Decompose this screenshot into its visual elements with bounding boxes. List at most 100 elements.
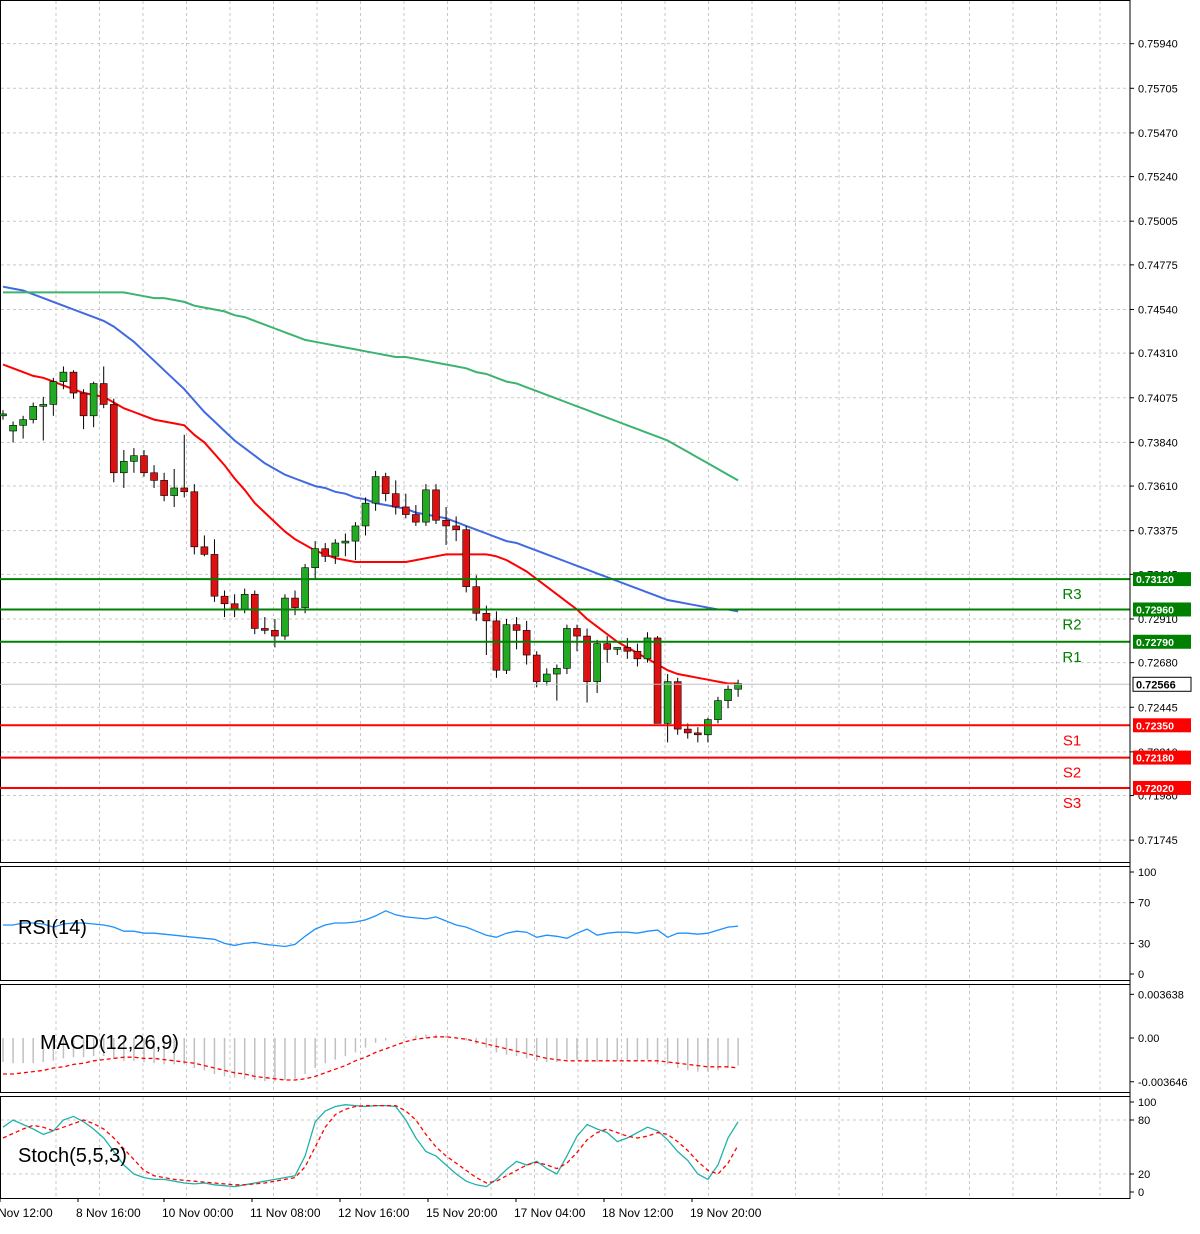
candle-body [381, 476, 390, 494]
y-tick-label: 0.73375 [1138, 526, 1178, 538]
candle-body [281, 597, 289, 637]
candle-body [391, 493, 400, 508]
candle-body [79, 392, 88, 417]
candle-body [271, 630, 279, 637]
candle-body [150, 472, 158, 481]
level-tag-label: 0.72960 [1136, 604, 1174, 616]
candle [422, 484, 430, 526]
ind-tick-label: 0 [1138, 969, 1144, 981]
candle-body [180, 487, 189, 493]
candle [613, 647, 622, 656]
x-tick-label: 17 Nov 04:00 [514, 1206, 586, 1220]
candle [502, 618, 511, 675]
candle [39, 396, 48, 441]
candle-body [311, 548, 319, 569]
y-tick-label: 0.74310 [1138, 348, 1178, 360]
candle-body [643, 637, 652, 660]
macd-title: MACD(12,26,9) [40, 1032, 179, 1054]
candle [593, 639, 601, 694]
candle-body [593, 643, 601, 682]
candle-body [573, 628, 581, 637]
candle [563, 624, 571, 675]
candle-body [724, 688, 732, 701]
candle-body [653, 637, 662, 724]
candle-body [69, 371, 78, 394]
candle [321, 543, 330, 563]
candle [79, 389, 88, 430]
candle-body [613, 647, 622, 650]
candle [59, 366, 68, 390]
candle [190, 484, 199, 555]
x-tick-label: 19 Nov 20:00 [690, 1206, 762, 1220]
candle [452, 516, 460, 542]
candle [714, 696, 722, 724]
candle-body [220, 595, 229, 605]
candle-body [401, 506, 410, 515]
ind-tick-label: 100 [1138, 867, 1156, 879]
candle [311, 541, 319, 580]
candle-body [553, 668, 561, 675]
y-tick-label: 0.75940 [1138, 39, 1178, 51]
candle-body [694, 732, 702, 736]
candle [220, 590, 229, 618]
candle [351, 522, 360, 561]
candle-body [432, 489, 440, 521]
level-name-r2: R2 [1062, 616, 1081, 633]
x-tick-label: 10 Nov 00:00 [162, 1206, 234, 1220]
candle-body [0, 413, 7, 417]
candle-body [200, 546, 209, 555]
candle [603, 636, 612, 663]
candle-body [502, 624, 511, 671]
y-tick-label: 0.75470 [1138, 128, 1178, 140]
candle [120, 449, 128, 488]
candle-body [301, 567, 309, 608]
candle [532, 651, 541, 688]
level-tag-s3 [1133, 780, 1191, 795]
ind-tick-label: 0.003638 [1138, 989, 1184, 1001]
candle [472, 575, 481, 621]
moving-average-0 [2, 363, 739, 685]
panel-frame-main [0, 0, 1131, 863]
candle [643, 632, 652, 663]
candle [109, 398, 118, 483]
moving-average-2 [3, 291, 739, 482]
y-tick-label: 0.74775 [1138, 260, 1178, 272]
y-tick-label: 0.72910 [1138, 614, 1178, 626]
x-tick-label: 15 Nov 20:00 [426, 1206, 498, 1220]
candle [462, 525, 471, 593]
candle [734, 679, 742, 697]
last-price-tag [1132, 676, 1192, 692]
candle [200, 535, 209, 557]
ind-tick-label: 80 [1138, 1115, 1150, 1127]
candle [49, 377, 58, 416]
y-tick-label: 0.74075 [1138, 393, 1178, 405]
candle-body [663, 681, 672, 724]
candle-body [563, 628, 571, 669]
level-tag-label: 0.72180 [1136, 753, 1174, 765]
candle [180, 434, 189, 498]
candle-body [512, 624, 521, 631]
candle [69, 370, 78, 399]
level-tag-r1 [1133, 634, 1191, 649]
candle-body [704, 719, 712, 736]
candle [261, 617, 269, 635]
price-panel: R3 R2 R1 S1 S2 S3 [0, 285, 1130, 812]
panel-frame-stoch [0, 1096, 1131, 1199]
stoch-main-line [2, 1104, 739, 1188]
level-name-r3: R3 [1062, 586, 1081, 603]
y-tick-label: 0.75240 [1138, 172, 1178, 184]
level-tag-r3 [1133, 572, 1191, 587]
level-name-s1: S1 [1063, 732, 1081, 749]
candle-body [452, 525, 460, 531]
candle-body [49, 381, 58, 405]
candle-body [9, 425, 17, 432]
candle-body [734, 683, 742, 690]
ind-tick-label: 20 [1138, 1169, 1150, 1181]
indicator-panels: RSI(14) MACD(12,26,9) Stoch(5,5,3) [2, 910, 739, 1188]
candle-body [442, 519, 450, 527]
candle [160, 472, 168, 502]
candle [412, 505, 420, 526]
ind-tick-label: 0.00 [1138, 1033, 1159, 1045]
